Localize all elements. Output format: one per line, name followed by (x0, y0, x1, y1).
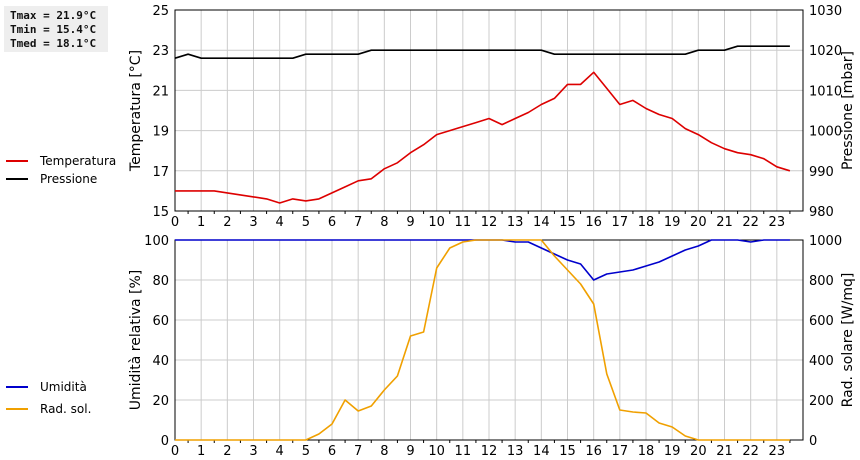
legend-item-umidita: Umidità (6, 378, 87, 396)
x-tick-label: 5 (302, 215, 310, 230)
y2-tick-label: 1000 (809, 125, 842, 140)
legend-item-pressione: Pressione (6, 170, 97, 188)
x-tick-label: 20 (690, 215, 707, 230)
x-tick-label: 6 (328, 444, 336, 459)
tmed-text: Tmed = 18.1°C (10, 37, 97, 50)
y-axis-title: Temperatura [°C] (128, 50, 144, 172)
x-tick-label: 8 (380, 215, 388, 230)
x-tick-label: 17 (612, 215, 629, 230)
x-tick-label: 4 (276, 215, 284, 230)
plot-frame (174, 9, 804, 212)
x-tick-label: 2 (223, 444, 231, 459)
x-tick-label: 15 (559, 215, 576, 230)
legend-item-temperatura: Temperatura (6, 152, 116, 170)
y-tick-label: 23 (152, 44, 169, 59)
x-tick-label: 23 (769, 444, 786, 459)
x-tick-label: 21 (716, 215, 733, 230)
y-tick-label: 80 (152, 274, 169, 289)
x-tick-label: 15 (559, 444, 576, 459)
x-tick-label: 19 (664, 215, 681, 230)
y-tick-label: 21 (152, 84, 169, 99)
y2-tick-label: 400 (809, 354, 834, 369)
series-line-rad-sol (175, 239, 790, 441)
x-tick-label: 9 (406, 215, 414, 230)
legend-label: Umidità (40, 380, 87, 394)
legend-swatch (6, 408, 28, 410)
y2-tick-label: 980 (809, 205, 834, 220)
x-tick-label: 6 (328, 215, 336, 230)
x-tick-label: 1 (197, 215, 205, 230)
x-tick-label: 10 (428, 444, 445, 459)
y-tick-label: 25 (152, 4, 169, 19)
y2-tick-label: 200 (809, 394, 834, 409)
series-line-pressione (174, 45, 790, 60)
x-tick-label: 2 (223, 215, 231, 230)
y-tick-label: 100 (144, 234, 169, 249)
legend-swatch (6, 160, 28, 162)
x-tick-label: 7 (354, 444, 362, 459)
x-tick-label: 17 (612, 444, 629, 459)
x-tick-label: 14 (533, 444, 550, 459)
y2-tick-label: 1030 (809, 4, 842, 19)
x-tick-label: 5 (302, 444, 310, 459)
legend-label: Rad. sol. (40, 402, 92, 416)
x-tick-label: 18 (638, 215, 655, 230)
x-tick-label: 3 (249, 215, 257, 230)
x-tick-label: 13 (507, 444, 524, 459)
y2-tick-label: 800 (809, 274, 834, 289)
y-tick-label: 0 (161, 434, 169, 449)
y2-tick-label: 600 (809, 314, 834, 329)
x-tick-label: 23 (769, 215, 786, 230)
x-tick-label: 16 (585, 444, 602, 459)
y-tick-label: 60 (152, 314, 169, 329)
series-line-umidit (175, 239, 790, 281)
x-tick-label: 20 (690, 444, 707, 459)
tmax-text: Tmax = 21.9°C (10, 9, 97, 22)
y2-tick-label: 1000 (809, 234, 842, 249)
y-tick-label: 20 (152, 394, 169, 409)
y-tick-label: 19 (152, 125, 169, 140)
y2-axis-title: Rad. solare [W/mq] (840, 273, 856, 408)
legend-label: Pressione (40, 172, 98, 186)
stats-box: Tmax = 21.9°C Tmin = 15.4°C Tmed = 18.1°… (4, 6, 108, 52)
y-tick-label: 17 (152, 165, 169, 180)
y-tick-label: 15 (152, 205, 169, 220)
series-line-temperatura (175, 71, 791, 204)
x-tick-label: 18 (638, 444, 655, 459)
x-tick-label: 22 (742, 215, 759, 230)
x-tick-label: 16 (585, 215, 602, 230)
x-tick-label: 3 (249, 444, 257, 459)
y2-tick-label: 1020 (809, 44, 842, 59)
legend-swatch (6, 178, 28, 180)
legend-item-rad-sol: Rad. sol. (6, 400, 91, 418)
y2-tick-label: 990 (809, 165, 834, 180)
legend-label: Temperatura (40, 154, 117, 168)
x-tick-label: 22 (742, 444, 759, 459)
x-tick-label: 12 (481, 215, 498, 230)
x-tick-label: 9 (406, 444, 414, 459)
x-tick-label: 21 (716, 444, 733, 459)
x-tick-label: 0 (171, 215, 179, 230)
x-tick-label: 1 (197, 444, 205, 459)
x-tick-label: 8 (380, 444, 388, 459)
x-tick-label: 0 (171, 444, 179, 459)
y2-tick-label: 1010 (809, 84, 842, 99)
x-tick-label: 14 (533, 215, 550, 230)
x-tick-label: 10 (428, 215, 445, 230)
tmin-text: Tmin = 15.4°C (10, 23, 97, 36)
x-tick-label: 7 (354, 215, 362, 230)
x-tick-label: 19 (664, 444, 681, 459)
y-axis-title: Umidità relativa [%] (128, 270, 144, 411)
x-tick-label: 11 (455, 444, 472, 459)
y2-axis-title: Pressione [mbar] (840, 51, 856, 170)
x-tick-label: 4 (276, 444, 284, 459)
y-tick-label: 40 (152, 354, 169, 369)
y2-tick-label: 0 (809, 434, 817, 449)
x-tick-label: 12 (481, 444, 498, 459)
x-tick-label: 11 (455, 215, 472, 230)
x-tick-label: 13 (507, 215, 524, 230)
legend-swatch (6, 386, 28, 388)
